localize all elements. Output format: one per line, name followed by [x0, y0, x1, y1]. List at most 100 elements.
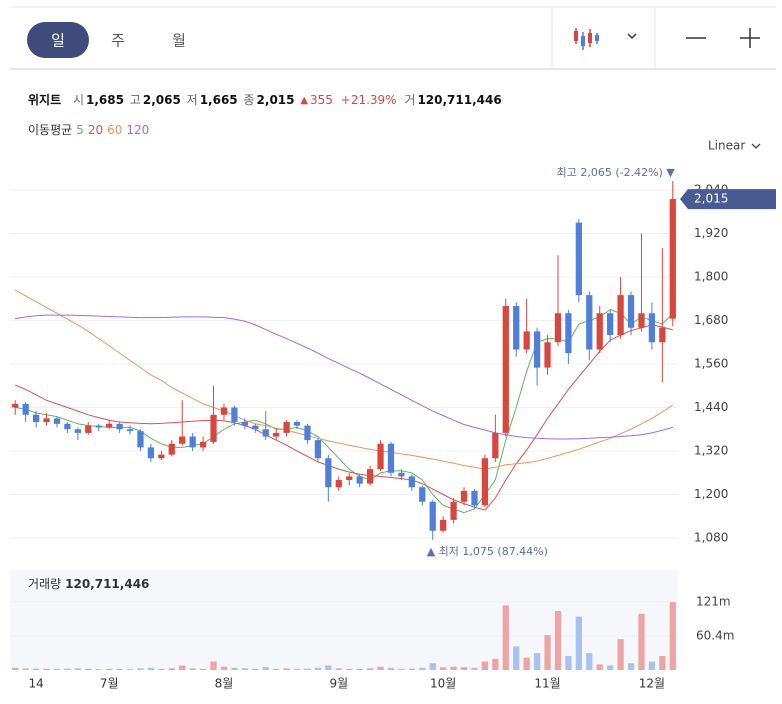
volume-bar [513, 646, 520, 670]
x-tick-label: 8월 [215, 677, 234, 691]
tab-selected-bg[interactable] [27, 22, 89, 58]
dropdown-chevron[interactable] [627, 33, 637, 40]
label: 종 [243, 93, 254, 107]
volume-bar [346, 668, 353, 670]
volume-bar [168, 668, 175, 670]
volume-bar [12, 667, 19, 670]
volume-bar [179, 665, 186, 670]
y-tick-label: 1,920 [694, 226, 728, 240]
y-tick-label: 1,080 [694, 531, 728, 545]
candle-body [544, 342, 551, 368]
x-tick-label: 14 [28, 677, 43, 691]
volume-bar [481, 661, 489, 670]
candle-body [523, 331, 530, 350]
legend-entry: 60 [107, 123, 122, 137]
y-tick-label: 1,800 [694, 270, 728, 284]
volume-bar [293, 668, 301, 670]
volume-bar [158, 668, 165, 670]
volume-bar [283, 668, 290, 670]
candle-body [32, 414, 40, 422]
volume-bar [85, 668, 92, 670]
candle-body [137, 431, 144, 448]
volume-last: 120,711,446 [65, 577, 149, 591]
volume-bar [356, 668, 363, 670]
stock-name: 위지트 [28, 92, 61, 107]
tab[interactable]: 주 [111, 32, 125, 50]
volume-bar [408, 668, 415, 670]
volume-bar [450, 666, 457, 670]
y-tick-label: 1,320 [694, 444, 728, 458]
scale-chevron[interactable] [751, 143, 761, 149]
x-tick-label: 10월 [430, 677, 456, 691]
volume-bar [116, 668, 123, 670]
candle-body [22, 403, 29, 415]
volume-panel [10, 570, 678, 670]
candle-body [617, 295, 624, 335]
candle-body [64, 423, 71, 430]
candle-body [95, 425, 102, 428]
quote-summary: 위지트 시 1,685 고 2,065 저 1,665 종 2,015 ▲ 355 +21… [28, 92, 502, 107]
volume-bar [638, 613, 645, 670]
value: 1,685 [86, 93, 124, 107]
tab[interactable]: 월 [172, 32, 186, 50]
legend-entry: 5 [76, 123, 84, 137]
change-pct: +21.39% [341, 93, 397, 107]
ma-line [14, 289, 674, 470]
x-tick-label: 9월 [329, 677, 348, 691]
volume-title: 거래량 [28, 577, 61, 591]
volume-bar [659, 655, 666, 670]
volume-bar [492, 658, 499, 670]
candle-body [669, 199, 676, 319]
value: 1,665 [200, 93, 238, 107]
volume-bar [366, 668, 374, 670]
volume-bar [210, 661, 217, 670]
candle-body [460, 490, 468, 502]
volume-bar [189, 668, 196, 670]
volume-bar [147, 667, 155, 670]
candle-body [440, 519, 447, 531]
volume-bar [64, 668, 71, 670]
volume-bar [533, 653, 541, 670]
max-annotation: 최고 2,065 (-2.42%) ▼ [557, 166, 676, 179]
volume-bar [325, 665, 332, 670]
volume-bar [575, 616, 582, 670]
y-tick-label: 1,680 [694, 313, 728, 327]
candle-body [659, 327, 666, 343]
label: 거 [404, 93, 415, 107]
candle-body [607, 313, 614, 335]
volume-bar [126, 669, 134, 670]
volume-bar [669, 602, 676, 670]
value: 120,711,446 [417, 93, 501, 107]
scale-mode[interactable]: Linear [708, 139, 745, 153]
volume-bar [335, 668, 342, 670]
candle-body [283, 422, 290, 433]
min-annotation: ▲ 최저 1,075 (87.44%) [427, 545, 548, 558]
tab[interactable]: 일 [51, 32, 65, 50]
candle-body [377, 443, 384, 470]
volume-bar [586, 653, 593, 670]
candle-body [179, 436, 186, 444]
label: 시 [73, 93, 84, 107]
chart-type-icon[interactable] [574, 28, 599, 50]
candle-body [106, 423, 113, 428]
candle-body [231, 407, 238, 422]
volume-bar [565, 655, 572, 670]
volume-bar [95, 669, 102, 670]
candle-body [471, 490, 478, 506]
candle-body [12, 403, 19, 408]
candle-body [158, 454, 165, 459]
candle-body [356, 476, 363, 484]
candle-body [241, 422, 248, 426]
volume-bar [304, 668, 311, 670]
volume-bar [648, 661, 656, 670]
y-tick-label: 1,200 [694, 487, 728, 501]
volume-bar [440, 667, 447, 670]
volume-bar [387, 667, 395, 670]
candle-body [220, 407, 228, 415]
volume-bar [617, 639, 624, 670]
zoom-in[interactable] [740, 28, 760, 48]
volume-bar [32, 668, 40, 670]
volume-bar [106, 668, 113, 670]
candle-body [53, 418, 61, 424]
legend-entry: 120 [126, 123, 149, 137]
